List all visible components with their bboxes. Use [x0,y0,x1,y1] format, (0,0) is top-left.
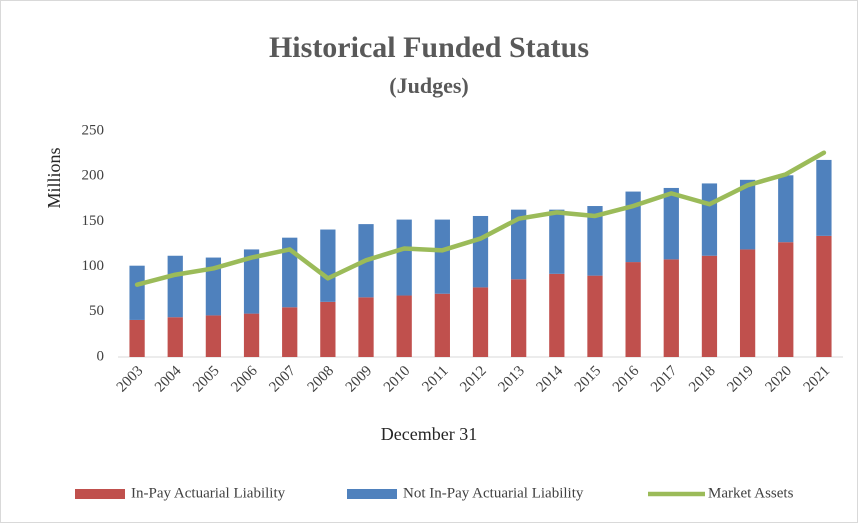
bar [511,209,527,280]
bar [549,273,565,357]
bar [205,257,222,316]
bar [816,235,832,357]
bar [472,287,489,357]
bar [663,259,679,357]
bar [167,255,183,318]
legend-label: Market Assets [708,485,794,501]
legend-label: In-Pay Actuarial Liability [131,485,286,501]
bar [243,313,260,357]
bar [358,297,374,357]
y-tick-label: 250 [82,122,105,138]
bar [778,242,794,357]
bar [129,265,145,320]
bar [434,293,450,357]
y-tick-label: 0 [97,348,105,364]
bar [243,249,260,314]
bar [549,209,565,274]
bar [396,295,412,357]
y-tick-label: 200 [82,168,105,184]
bar [587,206,603,276]
bar [282,307,298,357]
y-axis-title: Millions [44,147,64,208]
x-axis-title: December 31 [381,424,477,444]
legend-swatch [75,489,125,499]
bar [320,301,336,357]
bar [701,255,718,357]
bar [320,229,336,302]
y-tick-label: 150 [82,213,105,229]
bar [129,319,145,357]
bar [472,215,489,288]
bar [663,187,679,260]
bar [778,175,794,243]
bar [739,249,756,357]
chart-title: Historical Funded Status [269,31,589,64]
bar [205,315,222,357]
bar [739,179,756,250]
bar [511,279,527,357]
bar [587,275,603,357]
y-tick-label: 100 [82,258,105,274]
legend-label: Not In-Pay Actuarial Liability [403,485,584,501]
y-tick-label: 50 [89,303,104,319]
bar [816,159,832,236]
line [134,150,827,287]
bar [434,219,450,294]
legend-swatch [347,489,397,499]
bar [167,317,183,357]
chart-subtitle: (Judges) [389,73,468,98]
bar [701,183,718,256]
bar [396,219,412,296]
bar [625,262,641,357]
